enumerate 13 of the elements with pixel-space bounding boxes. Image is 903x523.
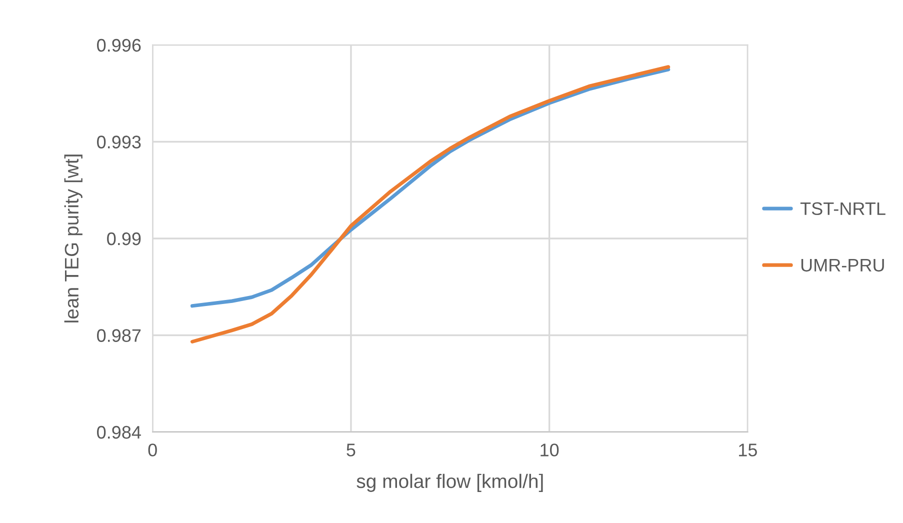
x-tick-label: 0: [148, 444, 157, 456]
legend-label: TST-NRTL: [800, 202, 886, 216]
y-tick-label: 0.99: [107, 232, 141, 246]
x-axis-title: sg molar flow [kmol/h]: [356, 474, 543, 492]
x-tick-label: 5: [346, 444, 356, 456]
y-tick-label: 0.996: [97, 38, 141, 52]
y-tick-label: 0.984: [97, 426, 141, 439]
legend-label: UMR-PRU: [801, 259, 884, 272]
x-tick-label: 15: [739, 444, 757, 456]
y-axis-title: lean TEG purity [wt]: [64, 154, 82, 322]
y-tick-label: 0.993: [97, 136, 141, 148]
y-tick-label: 0.987: [97, 329, 141, 342]
x-tick-label: 10: [540, 444, 559, 456]
